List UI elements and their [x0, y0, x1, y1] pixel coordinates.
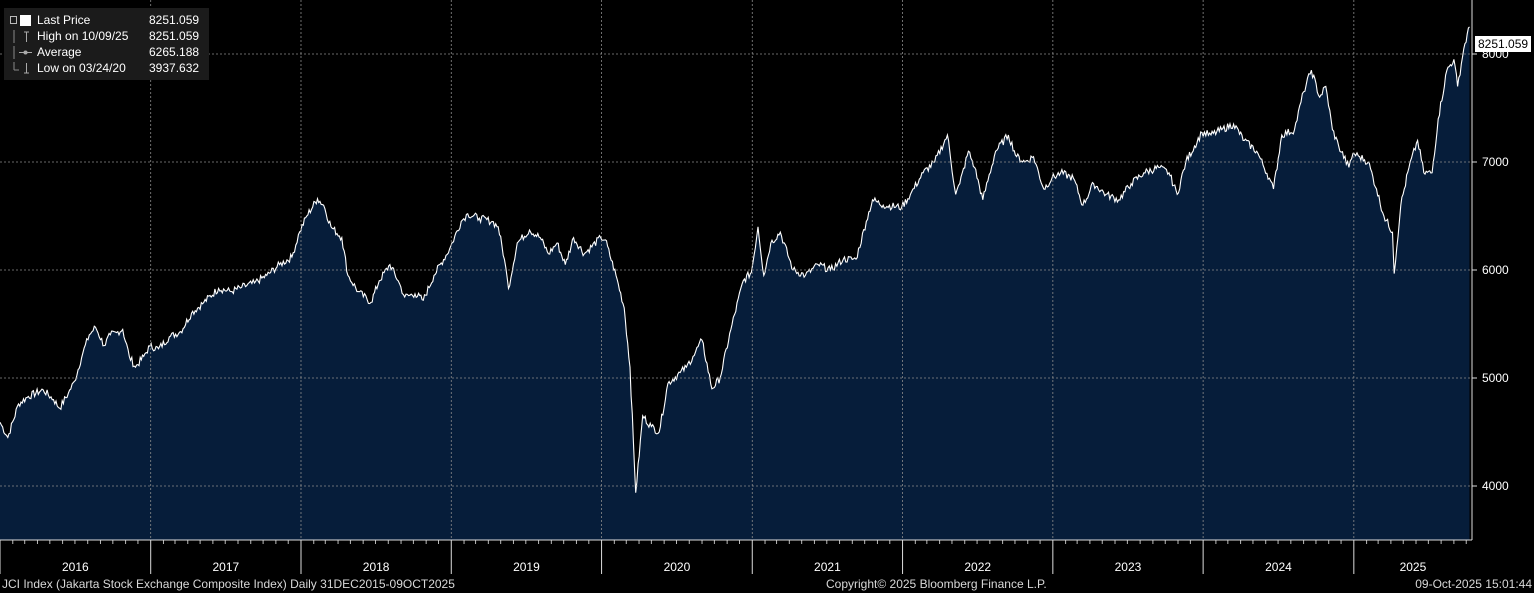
x-tick-label: 2018 [363, 560, 390, 574]
price-area [0, 26, 1470, 540]
legend-high[interactable]: High on 10/09/25 8251.059 [4, 28, 209, 44]
average-marker-icon [10, 46, 32, 59]
legend-last-price[interactable]: Last Price 8251.059 [4, 12, 209, 28]
x-tick-label: 2017 [212, 560, 239, 574]
legend-value: 3937.632 [149, 61, 200, 75]
x-tick-label: 2020 [664, 560, 691, 574]
price-line [0, 26, 1470, 493]
y-tick-label: 5000 [1482, 371, 1509, 385]
legend-average[interactable]: Average 6265.188 [4, 44, 209, 60]
y-tick-label: 6000 [1482, 263, 1509, 277]
x-tick-label: 2021 [814, 560, 841, 574]
footer-copyright: Copyright© 2025 Bloomberg Finance L.P. [826, 577, 1047, 591]
last-price-square-icon [10, 14, 32, 27]
x-tick-label: 2025 [1400, 560, 1427, 574]
footer-security-description: JCI Index (Jakarta Stock Exchange Compos… [2, 577, 455, 591]
footer-timestamp: 09-Oct-2025 15:01:44 [1415, 577, 1532, 591]
x-tick-label: 2016 [62, 560, 89, 574]
legend-value: 8251.059 [149, 13, 200, 27]
legend-label: Last Price [37, 13, 91, 27]
legend-label: Low on 03/24/20 [37, 61, 126, 75]
x-tick-label: 2019 [513, 560, 540, 574]
x-tick-label: 2023 [1115, 560, 1142, 574]
last-price-tag: 8251.059 [1475, 36, 1532, 52]
legend-value: 8251.059 [149, 29, 200, 43]
legend-low[interactable]: Low on 03/24/20 3937.632 [4, 60, 209, 76]
footer-bar: JCI Index (Jakarta Stock Exchange Compos… [0, 576, 1534, 593]
y-tick-label: 4000 [1482, 479, 1509, 493]
x-tick-label: 2022 [964, 560, 991, 574]
legend-label: High on 10/09/25 [37, 29, 129, 43]
legend-label: Average [37, 45, 82, 59]
high-marker-icon [10, 30, 32, 43]
grid [0, 0, 1472, 540]
x-tick-label: 2024 [1265, 560, 1292, 574]
legend-value: 6265.188 [149, 45, 200, 59]
y-tick-label: 7000 [1482, 155, 1509, 169]
legend-box: Last Price 8251.059 High on 10/09/25 825… [4, 8, 209, 80]
low-marker-icon [10, 62, 32, 75]
